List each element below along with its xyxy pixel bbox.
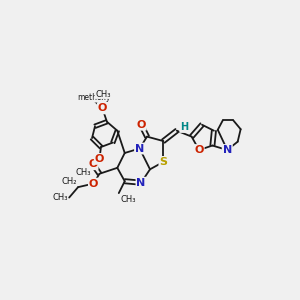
- Text: CH₃: CH₃: [75, 168, 91, 177]
- Text: N: N: [135, 143, 144, 154]
- Text: CH₃: CH₃: [120, 196, 136, 205]
- Text: O: O: [136, 120, 146, 130]
- Text: CH₂: CH₂: [61, 177, 76, 186]
- Text: O: O: [89, 178, 98, 189]
- Text: O: O: [98, 103, 107, 113]
- Text: S: S: [159, 157, 167, 167]
- Text: methoxy: methoxy: [77, 93, 110, 102]
- Text: N: N: [223, 145, 232, 155]
- Text: N: N: [136, 178, 146, 188]
- Text: H: H: [180, 122, 188, 132]
- Text: CH₃: CH₃: [95, 90, 110, 99]
- Text: O: O: [88, 159, 98, 169]
- Text: CH₃: CH₃: [52, 193, 68, 202]
- Text: O: O: [194, 145, 204, 155]
- Text: O: O: [95, 154, 104, 164]
